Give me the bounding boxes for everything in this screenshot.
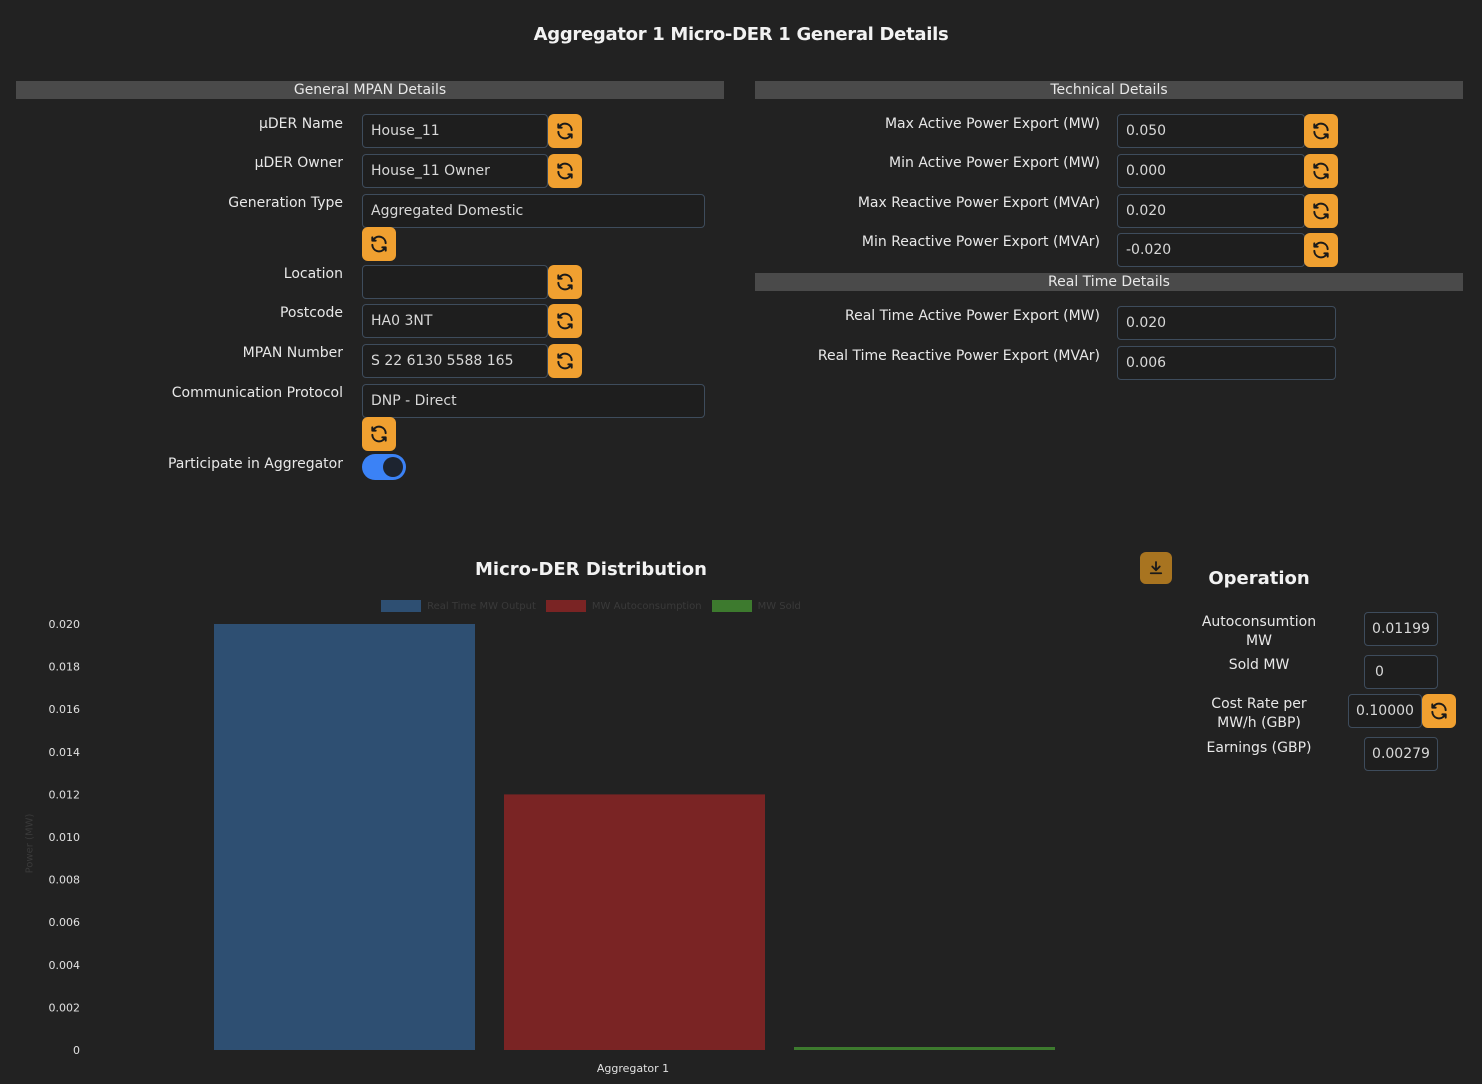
sold-mw-field[interactable]: 0 — [1364, 655, 1438, 689]
y-tick-label: 0.012 — [49, 788, 81, 801]
mpan-number-refresh-button[interactable] — [548, 344, 582, 378]
generation-type-label: Generation Type — [228, 195, 343, 211]
general-mpan-header: General MPAN Details — [16, 81, 724, 99]
min-active-power-field[interactable]: 0.000 — [1117, 154, 1305, 188]
refresh-icon — [1313, 122, 1329, 140]
cost-rate-refresh-button[interactable] — [1422, 694, 1456, 728]
legend-label: MW Sold — [757, 600, 801, 612]
participate-label: Participate in Aggregator — [167, 456, 343, 472]
cost-rate-label: Cost Rate per MW/h (GBP) — [1196, 695, 1322, 733]
y-tick-label: 0.008 — [49, 874, 81, 887]
y-tick-label: 0.014 — [49, 746, 81, 759]
min-active-power-refresh-button[interactable] — [1304, 154, 1338, 188]
page-title: Aggregator 1 Micro-DER 1 General Details — [533, 24, 949, 45]
autoconsumption-label-line2: MW — [1246, 633, 1272, 649]
min-reactive-power-field[interactable]: -0.020 — [1117, 233, 1305, 267]
toggle-knob — [383, 457, 403, 477]
legend-swatch — [711, 600, 752, 612]
min-reactive-power-label: Min Reactive Power Export (MVAr) — [861, 234, 1100, 250]
communication-protocol-refresh-button[interactable] — [362, 417, 396, 451]
chart-title: Micro-DER Distribution — [475, 559, 707, 580]
refresh-icon — [557, 122, 573, 140]
y-tick-label: 0.020 — [49, 618, 81, 631]
cost-rate-label-line1: Cost Rate per — [1211, 696, 1307, 712]
location-label: Location — [283, 266, 343, 282]
rt-reactive-power-label: Real Time Reactive Power Export (MVAr) — [817, 348, 1100, 364]
cost-rate-field[interactable]: 0.10000 — [1348, 694, 1422, 728]
autoconsumption-label: Autoconsumtion MW — [1196, 613, 1322, 651]
location-refresh-button[interactable] — [548, 265, 582, 299]
legend-item-sold[interactable]: MW Sold — [711, 600, 801, 612]
legend-swatch — [381, 600, 422, 612]
refresh-icon — [1313, 202, 1329, 220]
legend-item-output[interactable]: Real Time MW Output — [381, 600, 536, 612]
uder-owner-field[interactable]: House_11 Owner — [362, 154, 548, 188]
refresh-icon — [1431, 702, 1447, 720]
bar-chart: 0.020 0.018 0.016 0.014 0.012 0.010 0.008 0.006… — [49, 618, 1055, 1057]
autoconsumption-field[interactable]: 0.01199 — [1364, 612, 1438, 646]
sold-mw-label: Sold MW — [1228, 657, 1290, 673]
mpan-number-label: MPAN Number — [242, 345, 343, 361]
bar-mw-sold[interactable] — [794, 1047, 1055, 1050]
refresh-icon — [557, 273, 573, 291]
location-field[interactable] — [362, 265, 548, 299]
postcode-field[interactable]: HA0 3NT — [362, 304, 548, 338]
refresh-icon — [371, 425, 387, 443]
legend-label: MW Autoconsumption — [591, 600, 702, 612]
real-time-details-header: Real Time Details — [755, 273, 1463, 291]
generation-type-field[interactable]: Aggregated Domestic — [362, 194, 705, 228]
max-active-power-field[interactable]: 0.050 — [1117, 114, 1305, 148]
refresh-icon — [1313, 162, 1329, 180]
max-reactive-power-field[interactable]: 0.020 — [1117, 194, 1305, 228]
y-tick-label: 0.002 — [49, 1001, 81, 1014]
uder-owner-label: μDER Owner — [254, 155, 343, 171]
bar-mw-autoconsumption[interactable] — [504, 794, 765, 1050]
refresh-icon — [557, 352, 573, 370]
legend-swatch — [545, 600, 586, 612]
rt-reactive-power-field[interactable]: 0.006 — [1117, 346, 1336, 380]
operation-title: Operation — [1208, 568, 1310, 589]
refresh-icon — [557, 162, 573, 180]
uder-name-label: μDER Name — [258, 116, 343, 132]
mpan-number-field[interactable]: S 22 6130 5588 165 — [362, 344, 548, 378]
refresh-icon — [371, 235, 387, 253]
download-icon — [1149, 561, 1163, 575]
uder-name-field[interactable]: House_11 — [362, 114, 548, 148]
rt-active-power-field[interactable]: 0.020 — [1117, 306, 1336, 340]
legend-item-autoconsumption[interactable]: MW Autoconsumption — [545, 600, 702, 612]
chart-legend: Real Time MW Output MW Autoconsumption M… — [0, 600, 1182, 612]
cost-rate-label-line2: MW/h (GBP) — [1217, 715, 1301, 731]
y-tick-label: 0.016 — [49, 703, 81, 716]
legend-label: Real Time MW Output — [427, 600, 536, 612]
y-tick-label: 0 — [73, 1044, 80, 1057]
uder-name-refresh-button[interactable] — [548, 114, 582, 148]
postcode-refresh-button[interactable] — [548, 304, 582, 338]
generation-type-refresh-button[interactable] — [362, 227, 396, 261]
rt-active-power-label: Real Time Active Power Export (MW) — [844, 308, 1100, 324]
participate-toggle[interactable] — [362, 454, 406, 480]
min-active-power-label: Min Active Power Export (MW) — [889, 155, 1100, 171]
x-tick-label: Aggregator 1 — [596, 1062, 670, 1075]
y-tick-label: 0.010 — [49, 831, 81, 844]
earnings-field[interactable]: 0.00279 — [1364, 737, 1438, 771]
bar-real-time-mw-output[interactable] — [214, 624, 475, 1050]
y-tick-label: 0.006 — [49, 916, 81, 929]
refresh-icon — [1313, 241, 1329, 259]
refresh-icon — [557, 312, 573, 330]
max-active-power-label: Max Active Power Export (MW) — [884, 116, 1100, 132]
max-reactive-power-label: Max Reactive Power Export (MVAr) — [857, 195, 1100, 211]
communication-protocol-label: Communication Protocol — [171, 385, 343, 401]
max-active-power-refresh-button[interactable] — [1304, 114, 1338, 148]
max-reactive-power-refresh-button[interactable] — [1304, 194, 1338, 228]
communication-protocol-field[interactable]: DNP - Direct — [362, 384, 705, 418]
technical-details-header: Technical Details — [755, 81, 1463, 99]
y-tick-label: 0.004 — [49, 959, 81, 972]
y-tick-label: 0.018 — [49, 661, 81, 674]
uder-owner-refresh-button[interactable] — [548, 154, 582, 188]
min-reactive-power-refresh-button[interactable] — [1304, 233, 1338, 267]
download-chart-button[interactable] — [1140, 552, 1172, 584]
postcode-label: Postcode — [279, 305, 343, 321]
autoconsumption-label-line1: Autoconsumtion — [1201, 614, 1317, 630]
earnings-label: Earnings (GBP) — [1206, 740, 1312, 756]
